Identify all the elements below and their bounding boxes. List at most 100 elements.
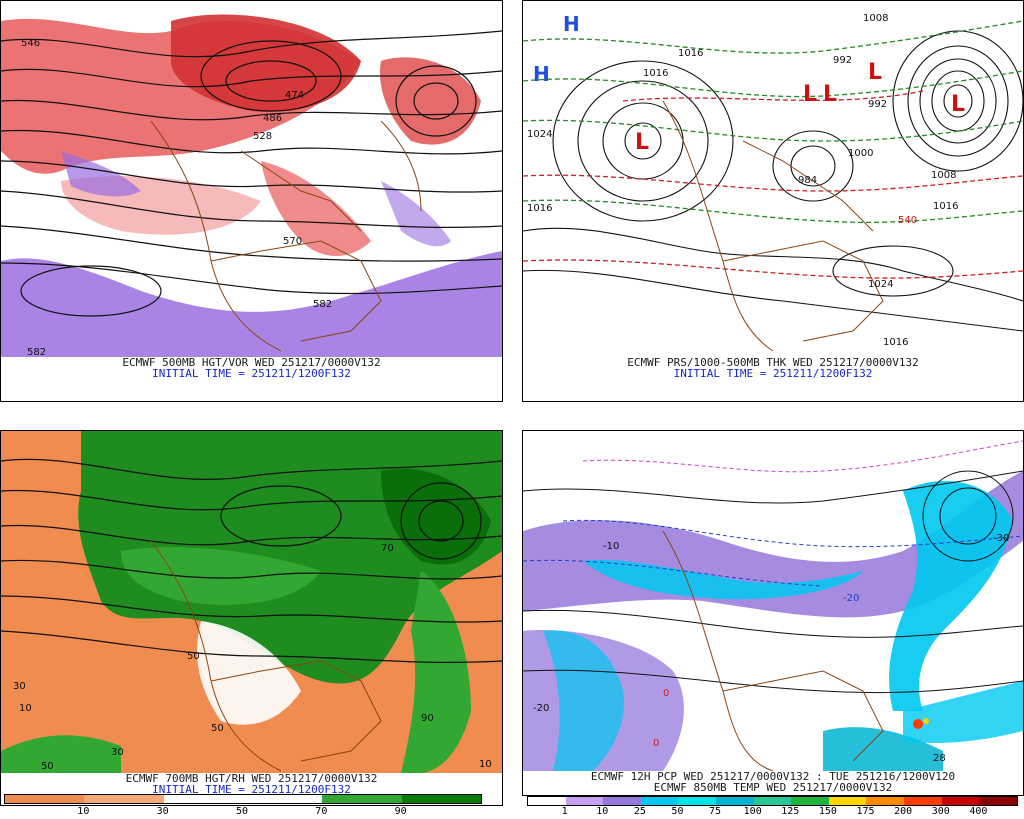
colorbar-swatch <box>791 797 829 805</box>
colorbar-swatch <box>678 797 717 805</box>
contour-label: 30 <box>13 681 26 692</box>
contour-label: 10 <box>19 703 32 714</box>
colorbar-tick-label: 10 <box>596 806 609 817</box>
colorbar-tick-label: 1 <box>561 806 568 817</box>
panel-caption-temp: ECMWF 850MB TEMP WED 251217/0000V132 <box>653 781 893 794</box>
precip-colorbar <box>527 796 1018 806</box>
colorbar-swatch <box>528 797 566 805</box>
contour-label: -10 <box>603 541 619 552</box>
panel-caption: ECMWF 700MB HGT/RH WED 251217/0000V132 <box>125 772 378 785</box>
colorbar-tick-label: 50 <box>671 806 684 817</box>
map-500mb: 546 474 486 528 570 582 582 <box>1 1 502 358</box>
pressure-center: H <box>563 12 580 36</box>
contour-label: 1016 <box>678 48 703 59</box>
initial-time-caption: INITIAL TIME = 251211/1200F132 <box>152 783 351 796</box>
colorbar-tick-label: 400 <box>969 806 988 817</box>
panel-700mb-hgt-rh: 50 70 30 10 50 90 30 50 10 ECMWF 700MB H… <box>0 430 503 806</box>
contour-label: 570 <box>283 236 302 247</box>
pressure-center: L <box>868 60 882 85</box>
contour-label: 1016 <box>933 201 958 212</box>
colorbar-tick-label: 25 <box>633 806 646 817</box>
contour-label: 1024 <box>868 279 893 290</box>
contour-label: 528 <box>253 131 272 142</box>
contour-label: 0 <box>653 738 659 749</box>
colorbar-swatch <box>242 795 323 803</box>
colorbar-swatch <box>401 795 481 803</box>
contour-label: 992 <box>833 55 852 66</box>
contour-label: 1008 <box>931 170 956 181</box>
colorbar-swatch <box>163 795 243 803</box>
contour-label: 1016 <box>883 337 908 348</box>
panel-caption: ECMWF PRS/1000-500MB THK WED 251217/0000… <box>627 356 919 369</box>
colorbar-swatch <box>753 797 792 805</box>
contour-label: 984 <box>798 175 817 186</box>
contour-label: 30 <box>111 747 124 758</box>
map-precip: -20 -10 0 -20 0 -30 28 <box>523 431 1023 771</box>
colorbar-swatch <box>84 795 164 803</box>
contour-label: 992 <box>868 99 887 110</box>
contour-label: 582 <box>27 347 46 358</box>
colorbar-tick-label: 10 <box>77 806 90 817</box>
colorbar-tick-label: 200 <box>894 806 913 817</box>
colorbar-tick-label: 30 <box>156 806 169 817</box>
contour-label: 50 <box>211 723 224 734</box>
colorbar-swatch <box>904 797 942 805</box>
contour-label: 540 <box>898 215 917 226</box>
colorbar-swatch <box>603 797 641 805</box>
pressure-center: H <box>533 62 550 86</box>
pressure-center: L <box>635 130 649 155</box>
initial-time-caption: INITIAL TIME = 251211/1200F132 <box>673 367 873 380</box>
colorbar-tick-label: 90 <box>394 806 407 817</box>
pressure-center: L <box>803 82 817 107</box>
precip-colorbar-ticks: 1 10 25 50 75 100 125 150 175 200 300 400 <box>527 806 1016 818</box>
contour-label: 10 <box>479 759 492 770</box>
contour-label: 90 <box>421 713 434 724</box>
contour-label: 486 <box>263 113 282 124</box>
contour-label: 1000 <box>848 148 873 159</box>
colorbar-swatch <box>640 797 679 805</box>
contour-label: -20 <box>533 703 549 714</box>
colorbar-swatch <box>828 797 867 805</box>
contour-label: -30 <box>993 533 1009 544</box>
contour-label: 1024 <box>527 129 552 140</box>
pressure-center: L <box>823 82 837 107</box>
contour-label: 50 <box>187 651 200 662</box>
contour-label: 28 <box>933 753 946 764</box>
colorbar-swatch <box>866 797 905 805</box>
colorbar-swatch <box>565 797 604 805</box>
contour-label: 546 <box>21 38 40 49</box>
colorbar-tick-label: 70 <box>315 806 328 817</box>
colorbar-swatch <box>322 795 402 803</box>
contour-label: 70 <box>381 543 394 554</box>
colorbar-tick-label: 75 <box>709 806 722 817</box>
colorbar-tick-label: 50 <box>235 806 249 817</box>
colorbar-tick-label: 125 <box>781 806 800 817</box>
panel-caption: ECMWF 500MB HGT/VOR WED 251217/0000V132 <box>122 356 381 369</box>
colorbar-swatch <box>5 795 85 803</box>
contour-label: 474 <box>285 90 304 101</box>
contour-label: 582 <box>313 299 332 310</box>
panel-caption: ECMWF 12H PCP WED 251217/0000V132 : TUE … <box>590 770 956 783</box>
panel-precip-850mb-temp: -20 -10 0 -20 0 -30 28 ECMWF 12H PCP WED… <box>522 430 1024 796</box>
map-pressure: L L L L L H H 1008 1016 1016 992 992 984… <box>523 1 1023 357</box>
colorbar-swatch <box>979 797 1017 805</box>
contour-label: 0 <box>663 688 669 699</box>
colorbar-swatch <box>941 797 980 805</box>
rh-colorbar <box>4 794 482 804</box>
contour-label: -20 <box>843 593 859 604</box>
contour-label: 1008 <box>863 13 888 24</box>
panel-pressure-thickness: L L L L L H H 1008 1016 1016 992 992 984… <box>522 0 1024 402</box>
contour-label: 1016 <box>527 203 552 214</box>
contour-label: 50 <box>41 761 54 772</box>
colorbar-tick-label: 150 <box>818 806 837 817</box>
colorbar-swatch <box>716 797 754 805</box>
map-700mb: 50 70 30 10 50 90 30 50 10 <box>1 431 502 773</box>
colorbar-tick-label: 175 <box>856 806 875 817</box>
panel-500mb-hgt-vor: 546 474 486 528 570 582 582 ECMWF 500MB … <box>0 0 503 402</box>
pressure-center: L <box>951 92 965 117</box>
rh-colorbar-ticks: 10 30 50 70 90 <box>4 806 480 818</box>
contour-label: 1016 <box>643 68 668 79</box>
initial-time-caption: INITIAL TIME = 251211/1200F132 <box>152 367 351 380</box>
colorbar-tick-label: 300 <box>931 806 950 817</box>
colorbar-tick-label: 100 <box>743 806 762 817</box>
